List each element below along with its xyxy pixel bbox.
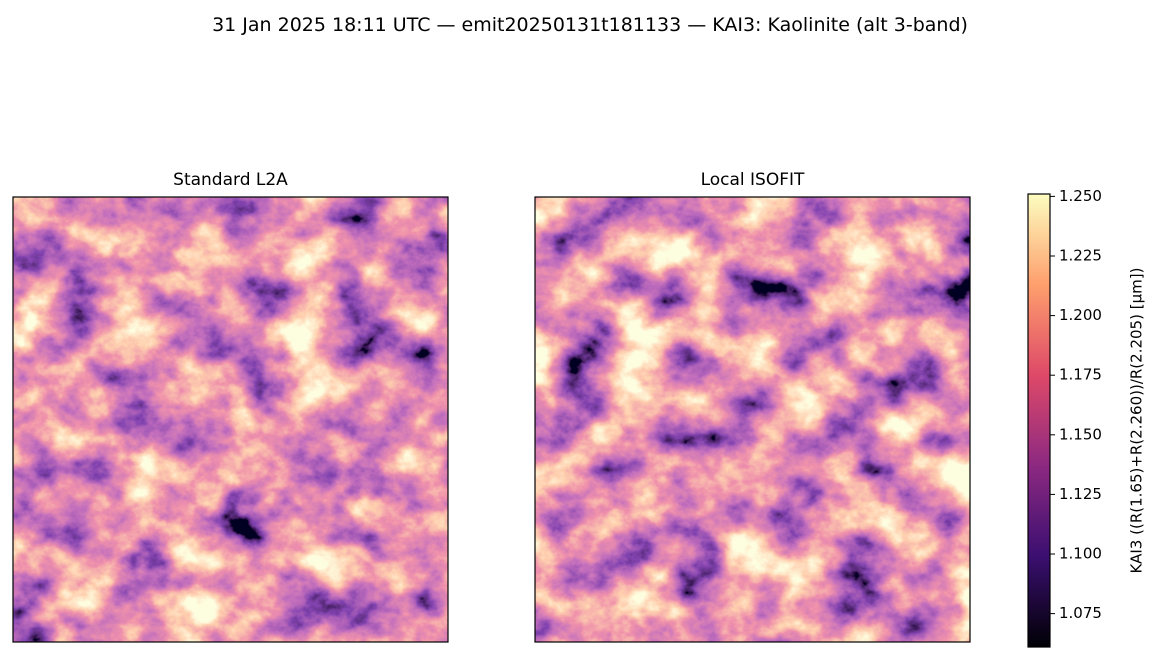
panel-title: Standard L2A bbox=[173, 170, 288, 190]
tick-label: 1.150 bbox=[1059, 425, 1102, 443]
colorbar-label: KAI3 ((R(1.65)+R(2.260))/R(2.205) [µm]) bbox=[1128, 268, 1146, 574]
figure-title: 31 Jan 2025 18:11 UTC — emit20250131t181… bbox=[212, 14, 968, 36]
image bbox=[13, 197, 448, 642]
tick-label: 1.125 bbox=[1059, 485, 1102, 503]
tick-label: 1.100 bbox=[1059, 545, 1102, 563]
panel-frame bbox=[12, 196, 449, 643]
panel-title: Local ISOFIT bbox=[701, 170, 805, 190]
image bbox=[535, 197, 970, 642]
tick-label: 1.225 bbox=[1059, 246, 1102, 264]
panel-frame bbox=[534, 196, 971, 643]
tick-label: 1.250 bbox=[1059, 187, 1102, 205]
colorbar bbox=[1027, 193, 1051, 648]
tick-label: 1.075 bbox=[1059, 604, 1102, 622]
tick-label: 1.200 bbox=[1059, 306, 1102, 324]
tick-label: 1.175 bbox=[1059, 366, 1102, 384]
